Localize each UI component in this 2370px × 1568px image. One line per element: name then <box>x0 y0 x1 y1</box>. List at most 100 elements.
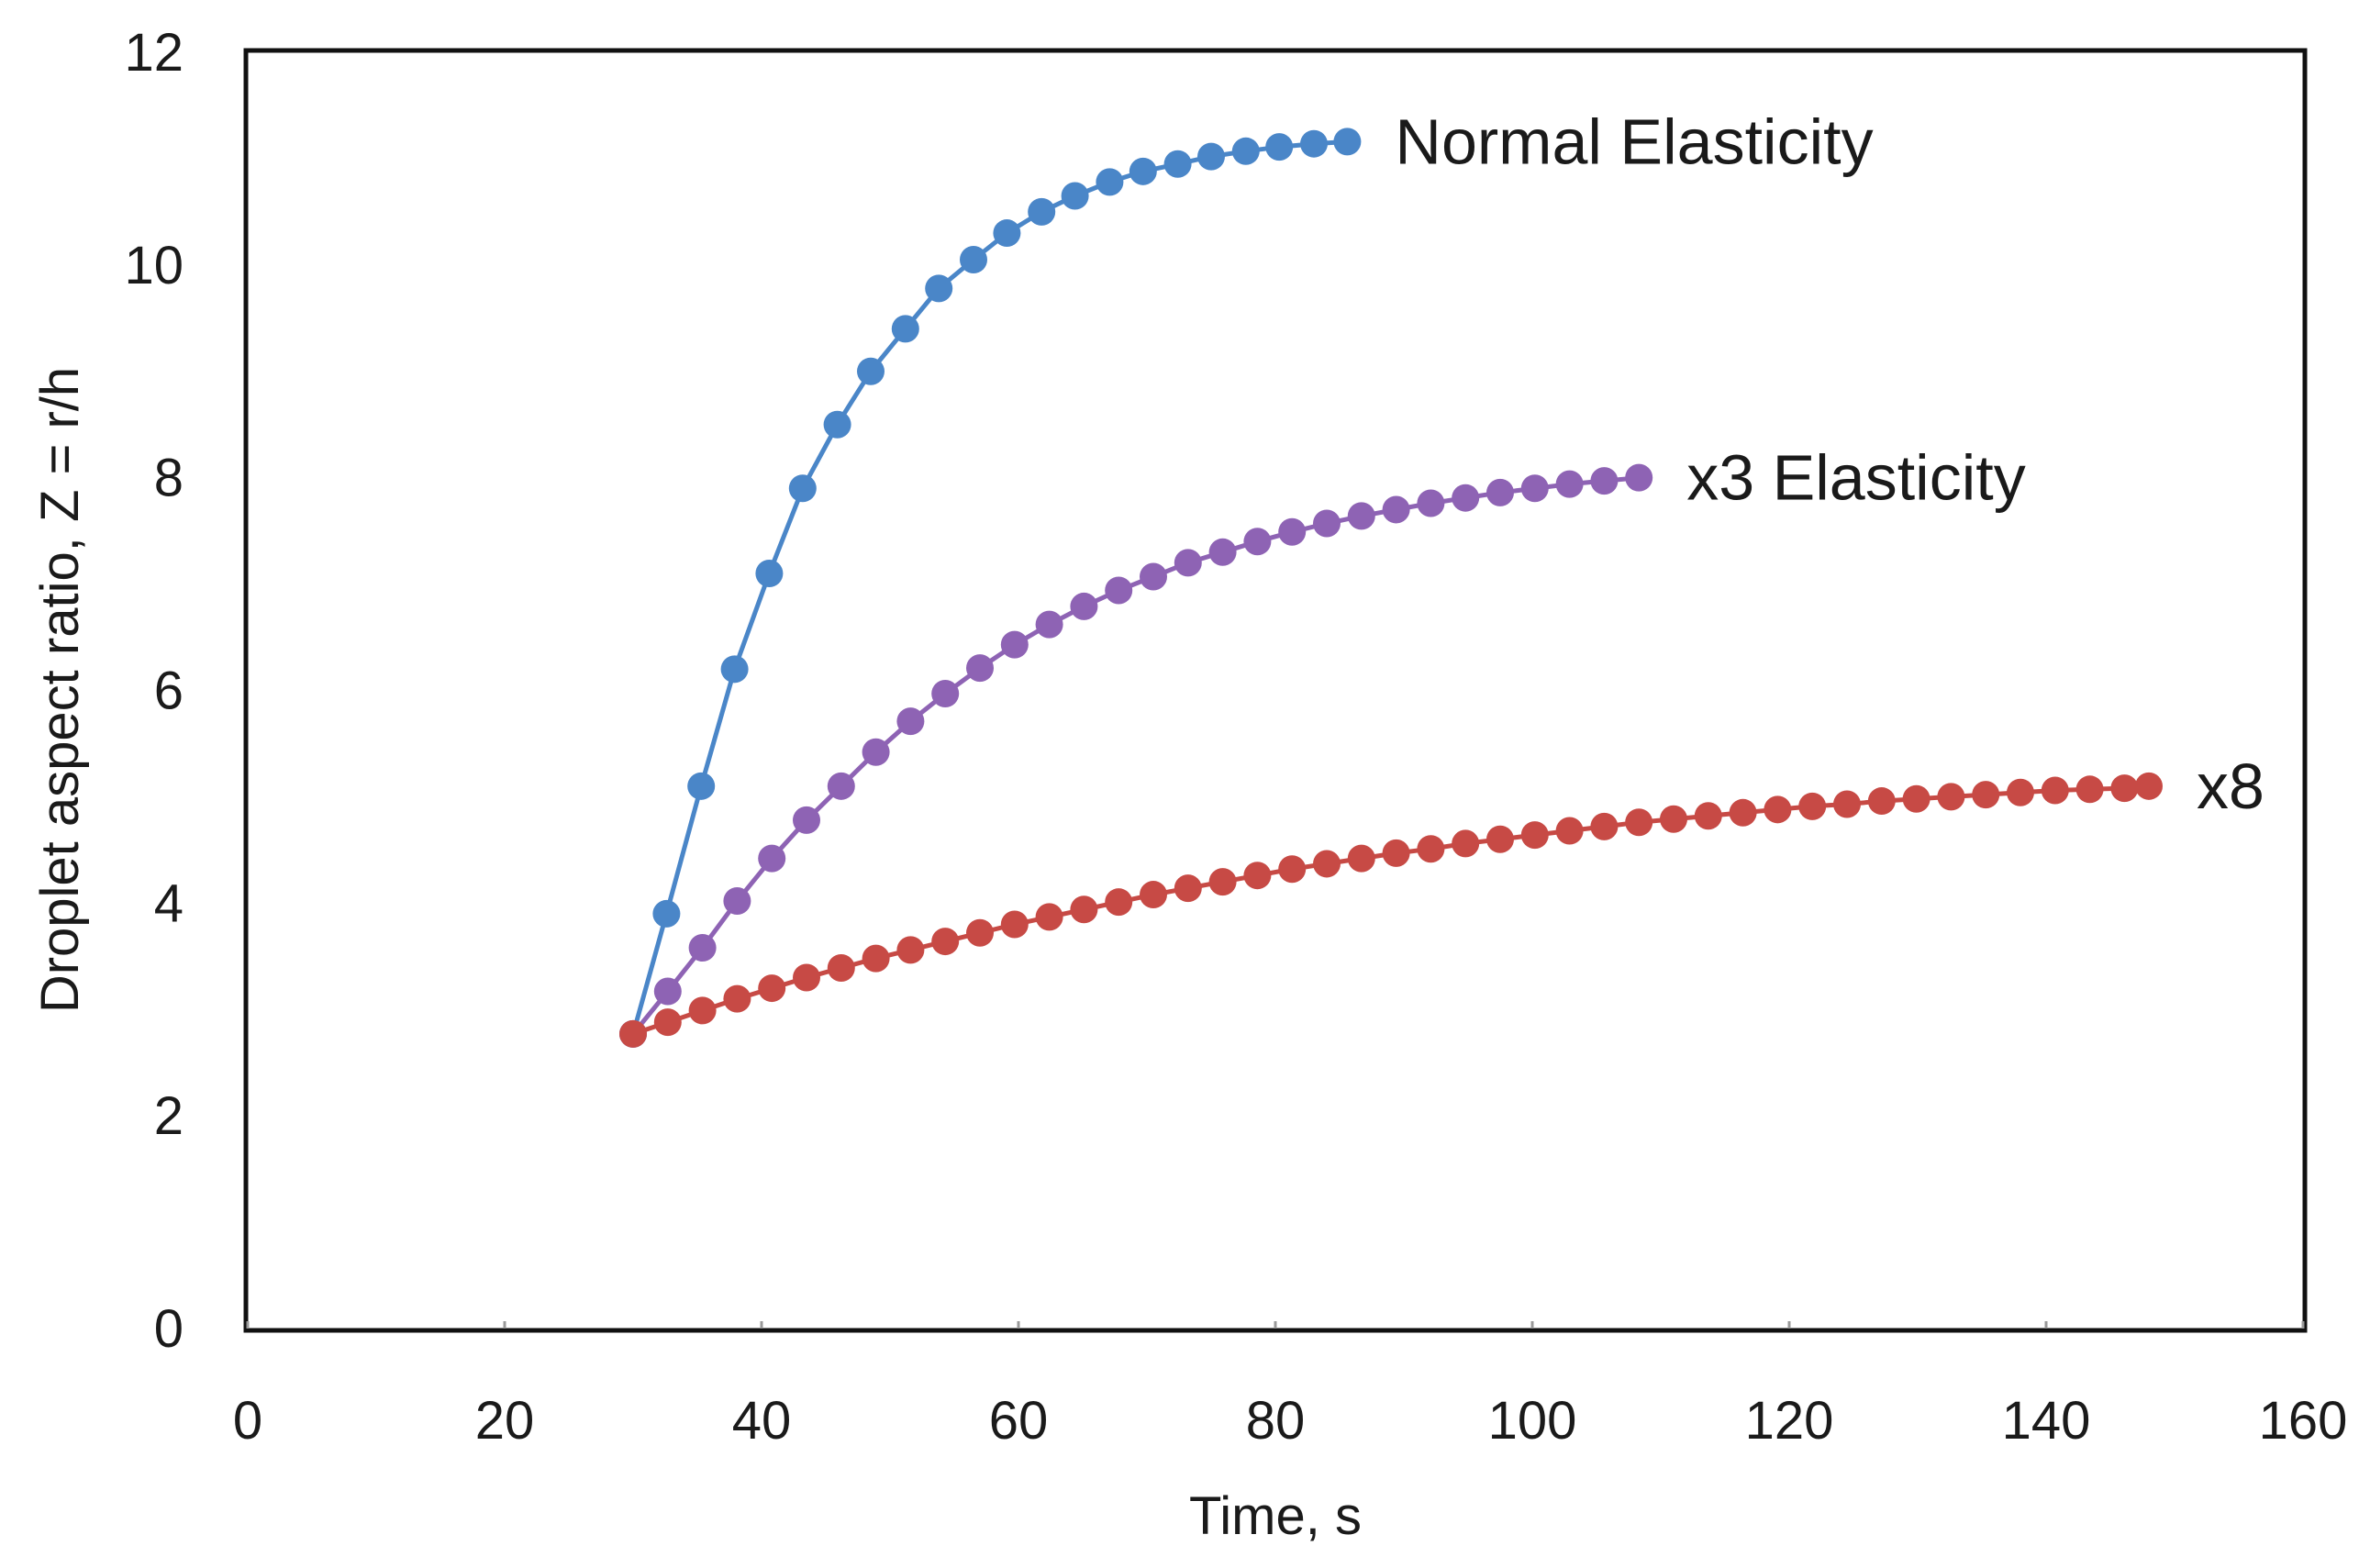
data-point <box>1347 502 1375 530</box>
data-point <box>1313 850 1341 878</box>
data-point <box>925 274 953 303</box>
data-point <box>1000 910 1029 939</box>
data-point <box>1452 829 1480 858</box>
data-point <box>1243 862 1272 890</box>
data-point <box>960 246 987 274</box>
data-point <box>1208 868 1237 896</box>
y-tick-label: 10 <box>124 236 184 295</box>
data-point <box>1590 467 1619 495</box>
y-axis-title: Droplet aspect ratio, Z = r/h <box>30 367 90 1013</box>
data-point <box>758 974 786 1003</box>
y-tick-label: 4 <box>154 873 184 933</box>
y-tick-label: 8 <box>154 449 184 508</box>
data-point <box>1105 576 1133 605</box>
data-point <box>1520 821 1549 850</box>
data-point <box>1174 874 1202 903</box>
data-point <box>1197 142 1225 171</box>
data-point <box>2075 775 2104 804</box>
data-point <box>1972 781 2000 809</box>
plot-area-frame <box>243 48 2308 1333</box>
series-0: Normal Elasticity <box>619 106 1874 1048</box>
y-tick-label: 6 <box>154 662 184 721</box>
data-point <box>1452 484 1480 512</box>
data-point <box>755 559 784 587</box>
data-point <box>1555 817 1584 845</box>
series-line <box>630 139 1348 1035</box>
data-point <box>1520 474 1549 503</box>
x-axis-title: Time, s <box>1189 1486 1362 1546</box>
data-point <box>1417 835 1445 863</box>
data-point <box>2135 772 2163 800</box>
data-point <box>619 1019 647 1048</box>
data-point <box>1265 133 1294 161</box>
data-point <box>1140 562 1167 591</box>
data-point <box>1035 610 1063 639</box>
data-point <box>688 934 717 962</box>
data-point <box>1208 538 1237 566</box>
data-point <box>993 219 1021 248</box>
series-1: x3 Elasticity <box>619 442 2026 1048</box>
y-tick-label: 2 <box>154 1086 184 1146</box>
series-label: x8 <box>2197 751 2264 822</box>
data-point <box>1300 129 1328 158</box>
x-tick-label: 20 <box>475 1391 535 1451</box>
data-point <box>687 772 716 800</box>
data-point <box>1902 784 1930 813</box>
data-point <box>1105 888 1133 917</box>
data-point <box>1028 197 1056 226</box>
data-point <box>653 977 682 1006</box>
data-point <box>720 655 749 684</box>
series-2: x8 <box>619 751 2264 1048</box>
data-point <box>688 996 717 1025</box>
data-point <box>1347 844 1375 873</box>
x-tick-label: 140 <box>2002 1391 2091 1451</box>
data-point <box>827 954 855 983</box>
data-point <box>1555 470 1584 498</box>
data-point <box>1937 783 1965 811</box>
data-point <box>1096 168 1124 196</box>
series-label: x3 Elasticity <box>1686 442 2026 514</box>
data-point <box>966 654 994 683</box>
x-tick-label: 120 <box>1745 1391 1834 1451</box>
x-tick-label: 60 <box>989 1391 1049 1451</box>
data-point <box>1486 478 1514 506</box>
data-point <box>793 806 820 834</box>
data-point <box>788 474 817 503</box>
data-point <box>823 410 851 439</box>
data-point <box>1382 839 1410 867</box>
data-point <box>1382 495 1410 524</box>
data-point <box>1061 182 1089 210</box>
data-point <box>931 679 960 707</box>
data-point <box>1660 805 1687 833</box>
data-point <box>1313 509 1341 538</box>
series-layer: Normal Elasticity x3 Elasticity x8 <box>619 106 2264 1048</box>
data-point <box>1129 157 1157 185</box>
data-point <box>1163 150 1192 178</box>
data-point <box>723 984 751 1013</box>
y-tick-label: 0 <box>154 1299 184 1359</box>
data-point <box>1625 808 1653 837</box>
data-point <box>1070 592 1098 620</box>
data-point <box>1417 489 1445 517</box>
data-point <box>1798 792 1827 820</box>
data-point <box>862 944 890 973</box>
axis-ticks: 0 20 40 60 80 100 120 140 160 0 2 4 6 8 10 12 <box>124 23 2347 1451</box>
x-tick-label: 40 <box>732 1391 792 1451</box>
data-point <box>1035 903 1063 931</box>
data-point <box>931 928 960 956</box>
data-point <box>1278 517 1307 546</box>
x-tick-label: 100 <box>1488 1391 1577 1451</box>
series-label: Normal Elasticity <box>1395 106 1873 177</box>
x-tick-label: 160 <box>2259 1391 2348 1451</box>
data-point <box>1625 463 1653 492</box>
data-point <box>1867 787 1896 816</box>
data-point <box>2110 774 2139 803</box>
data-point <box>827 772 855 800</box>
data-point <box>1070 895 1098 924</box>
data-point <box>723 887 751 916</box>
data-point <box>1333 128 1362 156</box>
data-point <box>1243 528 1272 556</box>
data-point <box>1174 549 1202 577</box>
